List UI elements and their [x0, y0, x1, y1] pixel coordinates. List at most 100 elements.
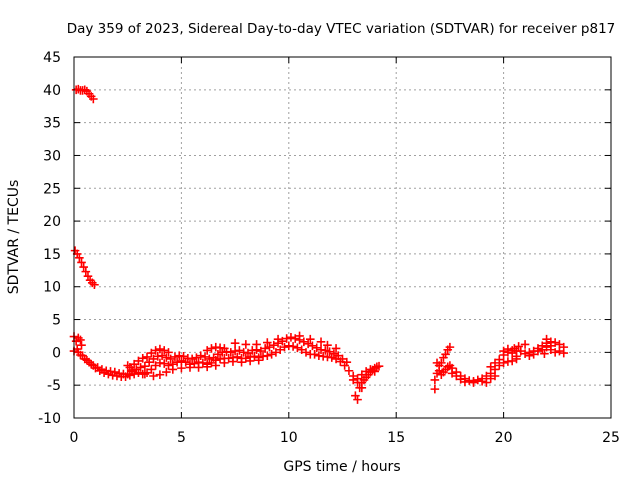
data-point: [348, 375, 358, 385]
x-tick-labels: 0 5 10 15 20 25: [70, 430, 620, 446]
data-point: [245, 356, 255, 366]
data-point: [142, 352, 152, 362]
data-point: [230, 338, 240, 348]
data-point: [486, 362, 496, 372]
data-point: [170, 352, 180, 362]
y-tick-label: 20: [43, 214, 61, 230]
data-point: [452, 371, 461, 381]
data-point: [310, 350, 319, 359]
data-point: [76, 350, 85, 360]
x-axis-label: GPS time / hours: [283, 459, 400, 475]
data-point: [138, 353, 148, 363]
data-point: [162, 353, 171, 362]
data-point: [280, 342, 289, 352]
y-tick-label: 40: [43, 83, 61, 99]
data-point: [507, 348, 517, 358]
data-point: [220, 358, 229, 368]
data-point: [499, 358, 508, 368]
data-point: [211, 361, 221, 370]
data-point: [430, 384, 440, 394]
data-point: [305, 334, 315, 344]
data-point: [81, 267, 91, 276]
data-point: [288, 342, 298, 351]
data-point: [172, 357, 182, 367]
data-point: [559, 348, 569, 358]
data-point: [189, 359, 199, 368]
y-tick-label: 5: [52, 313, 61, 329]
data-point: [469, 378, 478, 387]
data-point: [155, 344, 165, 354]
data-point: [207, 344, 216, 353]
data-point: [529, 350, 538, 359]
x-tick-label: 15: [387, 430, 405, 446]
x-tick-label: 5: [177, 430, 186, 446]
data-point: [136, 363, 145, 372]
data-point: [140, 361, 150, 371]
data-point: [514, 342, 523, 351]
data-point: [344, 366, 354, 376]
data-point: [254, 355, 264, 365]
y-axis-label: SDTVAR / TECUs: [6, 180, 22, 295]
data-point: [460, 377, 470, 387]
data-point: [260, 344, 270, 353]
data-point: [90, 280, 99, 290]
data-point: [177, 356, 186, 366]
data-point: [441, 350, 450, 359]
data-point: [316, 337, 326, 347]
data-point: [127, 365, 137, 375]
y-tick-label: 35: [43, 116, 61, 132]
y-tick-label: 45: [43, 50, 61, 66]
data-point: [194, 363, 203, 372]
data-point: [432, 358, 442, 368]
data-point: [144, 357, 154, 367]
data-point: [490, 358, 500, 368]
y-tick-label: 0: [52, 345, 61, 361]
data-point: [164, 361, 173, 370]
data-point: [185, 363, 195, 372]
data-point: [512, 352, 521, 361]
data-point: [540, 349, 549, 358]
data-point: [353, 374, 362, 383]
data-point: [252, 340, 261, 349]
data-point: [140, 369, 150, 379]
x-tick-label: 25: [602, 430, 620, 446]
data-point: [273, 334, 283, 344]
tick-marks: [73, 56, 612, 419]
y-tick-label: -5: [47, 378, 61, 394]
data-point: [162, 367, 171, 377]
data-point: [147, 365, 156, 374]
y-tick-label: 10: [43, 280, 61, 296]
data-point: [263, 351, 272, 360]
x-tick-label: 10: [280, 430, 298, 446]
data-point: [232, 352, 242, 362]
y-tick-label: 25: [43, 181, 61, 197]
data-point: [77, 340, 86, 350]
y-tick-label: -10: [38, 411, 61, 427]
y-tick-label: 30: [43, 148, 61, 164]
data-point: [79, 262, 88, 272]
data-point: [110, 367, 120, 377]
data-point: [226, 348, 236, 357]
data-point: [357, 370, 367, 379]
data-point: [295, 331, 304, 341]
data-point: [97, 365, 107, 374]
data-point: [155, 370, 165, 379]
data-point: [445, 342, 455, 352]
data-point: [542, 334, 551, 344]
data-point: [187, 354, 197, 364]
data-point: [355, 383, 364, 393]
data-point: [198, 358, 208, 368]
data-point: [205, 354, 214, 364]
data-point: [546, 341, 556, 351]
data-point: [84, 357, 94, 367]
data-point: [202, 362, 212, 372]
data-point: [333, 351, 343, 360]
data-point: [342, 357, 352, 367]
data-point: [430, 375, 440, 385]
data-point: [331, 344, 341, 353]
data-point: [370, 367, 380, 376]
data-point: [263, 338, 272, 347]
data-point: [149, 371, 158, 381]
data-point: [220, 344, 229, 353]
